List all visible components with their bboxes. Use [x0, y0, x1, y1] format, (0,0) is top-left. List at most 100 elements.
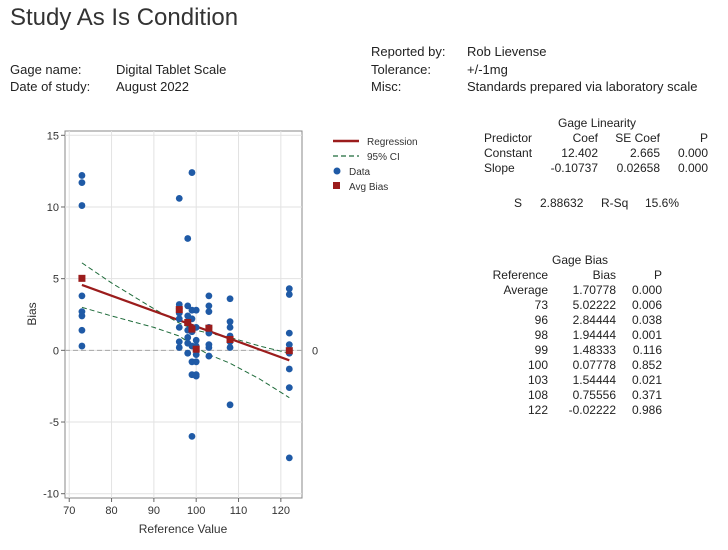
x-tick-label: 90 — [148, 505, 160, 517]
bias-row-ref: 103 — [527, 373, 548, 387]
data-point — [205, 344, 213, 351]
linearity-title: Gage Linearity — [558, 116, 637, 130]
y-axis: -10 -5 0 5 10 15 — [43, 130, 65, 501]
bias-row-bias: 1.94444 — [572, 328, 616, 342]
linearity-row-p: 0.000 — [677, 161, 708, 175]
bias-row-ref: 108 — [527, 388, 548, 402]
misc-label: Misc: — [371, 79, 402, 94]
bias-col-p: P — [653, 268, 662, 282]
data-point — [175, 315, 183, 323]
y-tick-label: -10 — [43, 489, 59, 501]
avg-bias-point — [175, 306, 183, 314]
data-point — [78, 292, 86, 300]
data-point — [285, 384, 293, 392]
legend: Regression 95% CI Data Avg Bias — [333, 137, 418, 193]
data-point — [285, 285, 293, 293]
legend-regression-label: Regression — [367, 137, 418, 148]
plot-frame — [64, 130, 303, 499]
data-point — [184, 334, 192, 341]
data-point — [184, 235, 192, 242]
data-point — [285, 341, 293, 349]
data-point — [175, 338, 183, 346]
data-point — [192, 336, 200, 344]
y-tick-label: 15 — [47, 130, 59, 142]
misc-value: Standards prepared via laboratory scale — [467, 79, 698, 94]
data-point — [175, 344, 183, 351]
linearity-row-name: Slope — [484, 161, 515, 175]
bias-row-bias: 1.54444 — [572, 373, 616, 387]
data-point — [192, 306, 200, 314]
linearity-row-secoef: 2.665 — [629, 146, 660, 160]
avg-bias-point — [192, 345, 200, 353]
data-point — [226, 295, 234, 303]
data-point — [78, 342, 86, 350]
tolerance-label: Tolerance: — [371, 62, 431, 77]
legend-avg-bias-swatch — [333, 182, 340, 189]
x-axis-title: Reference Value — [139, 522, 228, 536]
bias-row-ref: 96 — [534, 313, 548, 327]
s-value: 2.88632 — [540, 196, 584, 210]
avg-bias-point — [184, 318, 192, 326]
page-title: Study As Is Condition — [10, 4, 239, 31]
avg-bias-points — [78, 274, 293, 355]
bias-title: Gage Bias — [552, 253, 609, 267]
bias-row-bias: 2.84444 — [572, 313, 616, 327]
gage-name-label: Gage name: — [10, 62, 82, 77]
rsq-value: 15.6% — [645, 196, 680, 210]
bias-row-p: 0.001 — [631, 328, 662, 342]
linearity-row-secoef: 0.02658 — [616, 161, 660, 175]
linearity-col-secoef: SE Coef — [615, 131, 660, 145]
data-point — [175, 194, 183, 202]
data-point — [184, 349, 192, 357]
linearity-row-name: Constant — [484, 146, 533, 160]
avg-bias-point — [205, 324, 213, 332]
data-point — [192, 372, 200, 380]
data-point — [78, 326, 86, 334]
bias-row-p: 0.116 — [632, 343, 662, 357]
bias-row-p: 0.021 — [631, 373, 662, 387]
bias-row-bias: 0.75556 — [572, 388, 616, 402]
bias-row-bias: 5.02222 — [572, 298, 616, 312]
data-point — [205, 302, 213, 310]
y-tick-label: 10 — [47, 202, 59, 214]
bias-row-bias: 0.07778 — [572, 358, 616, 372]
reported-by-value: Rob Lievense — [467, 44, 547, 59]
bias-row-p: 0.371 — [631, 388, 662, 402]
reported-by-label: Reported by: — [371, 44, 446, 59]
data-point — [205, 308, 213, 316]
y-axis-title: Bias — [25, 302, 39, 325]
s-label: S — [514, 196, 523, 210]
x-tick-label: 80 — [105, 505, 117, 517]
data-point — [175, 324, 183, 331]
bias-row-ref: 122 — [527, 403, 548, 417]
avg-bias-point — [78, 274, 86, 282]
data-point — [192, 351, 200, 359]
bias-row-ref: Average — [503, 283, 548, 297]
data-point — [226, 344, 234, 351]
data-point — [192, 358, 200, 366]
tolerance-value: +/-1mg — [467, 62, 508, 77]
data-point — [78, 172, 86, 179]
data-point — [226, 318, 234, 326]
bias-row-p: 0.986 — [631, 403, 662, 417]
x-tick-label: 110 — [230, 505, 248, 517]
date-label: Date of study: — [10, 79, 91, 94]
data-point — [188, 169, 196, 176]
bias-col-bias: Bias — [592, 268, 616, 282]
data-point — [205, 292, 213, 300]
linearity-col-p: P — [699, 131, 708, 145]
data-point — [285, 291, 293, 298]
zero-reference-label: 0 — [312, 345, 318, 357]
y-tick-label: 0 — [53, 345, 59, 357]
linearity-row-p: 0.000 — [677, 146, 708, 160]
bias-row-bias: 1.70778 — [572, 283, 616, 297]
x-tick-label: 70 — [63, 505, 75, 517]
rsq-label: R-Sq — [601, 196, 629, 210]
data-point — [285, 454, 293, 462]
data-point — [285, 365, 293, 373]
bias-row-ref: 98 — [534, 328, 548, 342]
bias-row-bias: 1.48333 — [572, 343, 616, 357]
data-point — [205, 352, 213, 360]
bias-row-p: 0.000 — [631, 283, 662, 297]
